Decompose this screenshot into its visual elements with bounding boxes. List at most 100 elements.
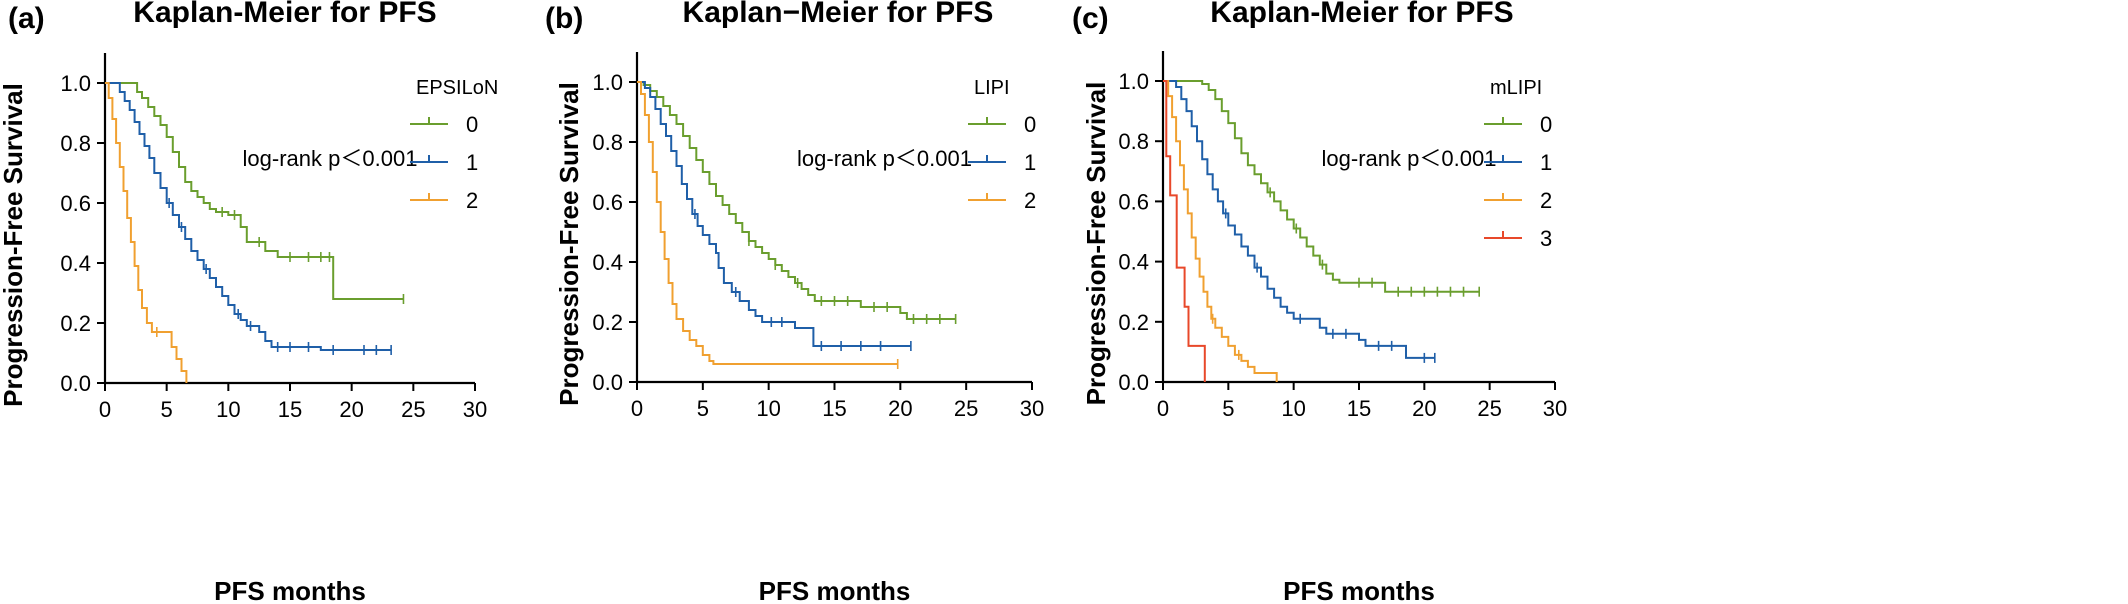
chart-title: Kaplan-Meier for PFS <box>1210 0 1513 29</box>
y-axis-title: Progression-Free Survival <box>554 82 584 406</box>
y-tick-label: 0.0 <box>60 371 91 396</box>
legend-title: LIPI <box>974 77 1010 99</box>
y-tick-label: 0.4 <box>1118 250 1149 275</box>
x-tick-label: 20 <box>888 396 912 421</box>
legend-entry-0: 0 <box>1484 112 1552 137</box>
survival-curve-1 <box>1163 80 1435 359</box>
series-0 <box>1163 80 1481 297</box>
x-tick-label: 0 <box>99 397 111 422</box>
survival-curve-2 <box>105 82 188 383</box>
x-tick-label: 5 <box>1222 396 1234 421</box>
legend-entry-1: 1 <box>1484 150 1552 175</box>
series-0 <box>105 82 405 304</box>
x-tick-label: 25 <box>401 397 425 422</box>
x-tick-label: 15 <box>822 396 846 421</box>
panel-label: (a) <box>8 2 45 35</box>
y-tick-label: 1.0 <box>592 70 623 95</box>
series-2 <box>1163 80 1278 382</box>
survival-curve-2 <box>1163 80 1278 382</box>
axes <box>635 52 1032 384</box>
y-tick-label: 0.6 <box>60 191 91 216</box>
y-axis-title: Progression-Free Survival <box>0 83 28 407</box>
panel-3: (c) Kaplan-Meier for PFS 0.0 0.2 0.4 0.6 0.8 1.… <box>1072 0 1567 604</box>
legend-entry-1: 1 <box>968 150 1036 175</box>
legend-label: 1 <box>466 150 478 175</box>
y-tick-label: 0.4 <box>60 251 91 276</box>
series-0 <box>637 81 957 324</box>
log-rank-annotation: log-rank p＜0.001 <box>797 146 972 171</box>
legend-label: 3 <box>1540 226 1552 251</box>
y-tick-label: 0.0 <box>592 370 623 395</box>
legend-label: 0 <box>1024 112 1036 137</box>
series-3 <box>1163 80 1206 382</box>
x-tick-label: 30 <box>1020 396 1044 421</box>
legend-label: 2 <box>1540 188 1552 213</box>
x-tick-label: 20 <box>339 397 363 422</box>
x-tick-label: 5 <box>697 396 709 421</box>
x-axis-title: PFS months <box>1283 576 1435 604</box>
chart-title: Kaplan-Meier for PFS <box>133 0 436 29</box>
legend-title: EPSILoN <box>416 77 498 99</box>
y-tick-label: 0.8 <box>592 130 623 155</box>
y-tick-label: 0.2 <box>60 311 91 336</box>
x-tick-label: 30 <box>463 397 487 422</box>
legend-entry-1: 1 <box>410 150 478 175</box>
x-tick-label: 0 <box>1157 396 1169 421</box>
axes <box>103 53 475 385</box>
legend-title: mLIPI <box>1490 77 1542 99</box>
legend-entry-3: 3 <box>1484 226 1552 251</box>
chart-title: Kaplan−Meier for PFS <box>683 0 994 29</box>
legend-entry-0: 0 <box>410 112 478 137</box>
x-tick-label: 15 <box>1347 396 1371 421</box>
survival-curve-0 <box>637 81 956 320</box>
legend-label: 0 <box>1540 112 1552 137</box>
series-2 <box>637 81 899 369</box>
y-tick-label: 0.6 <box>1118 189 1149 214</box>
x-tick-label: 30 <box>1543 396 1567 421</box>
x-tick-label: 25 <box>954 396 978 421</box>
x-tick-label: 25 <box>1477 396 1501 421</box>
legend-entry-2: 2 <box>968 188 1036 213</box>
y-tick-label: 0.6 <box>592 190 623 215</box>
survival-curve-1 <box>637 81 911 347</box>
legend-label: 2 <box>1024 188 1036 213</box>
y-tick-label: 0.8 <box>1118 129 1149 154</box>
x-tick-label: 10 <box>216 397 240 422</box>
panel-1: (a) Kaplan-Meier for PFS 0.0 0.2 0.4 0.6 0.8 1.… <box>0 0 498 604</box>
panel-label: (c) <box>1072 2 1109 35</box>
y-axis-title: Progression-Free Survival <box>1081 82 1111 406</box>
y-tick-label: 1.0 <box>1118 69 1149 94</box>
x-tick-label: 15 <box>278 397 302 422</box>
x-axis-title: PFS months <box>214 576 366 604</box>
panel-label: (b) <box>545 2 583 35</box>
y-tick-label: 0.0 <box>1118 370 1149 395</box>
y-tick-label: 0.2 <box>1118 310 1149 335</box>
panel-2: (b) Kaplan−Meier for PFS 0.0 0.2 0.4 0.6 0.8 1.… <box>545 0 1044 604</box>
series-1 <box>1163 80 1436 363</box>
legend-entry-0: 0 <box>968 112 1036 137</box>
log-rank-annotation: log-rank p＜0.001 <box>243 146 418 171</box>
y-tick-label: 0.2 <box>592 310 623 335</box>
survival-curve-0 <box>105 82 404 300</box>
legend-entry-2: 2 <box>410 188 478 213</box>
x-tick-label: 5 <box>161 397 173 422</box>
legend-label: 0 <box>466 112 478 137</box>
survival-curve-3 <box>1163 80 1206 382</box>
series-1 <box>637 81 912 351</box>
legend-label: 1 <box>1540 150 1552 175</box>
x-tick-label: 10 <box>1281 396 1305 421</box>
x-tick-label: 0 <box>631 396 643 421</box>
y-tick-label: 0.8 <box>60 131 91 156</box>
x-tick-label: 10 <box>756 396 780 421</box>
y-tick-label: 0.4 <box>592 250 623 275</box>
survival-curve-1 <box>105 82 392 351</box>
legend-label: 2 <box>466 188 478 213</box>
x-axis-title: PFS months <box>759 576 911 604</box>
x-tick-label: 20 <box>1412 396 1436 421</box>
legend-entry-2: 2 <box>1484 188 1552 213</box>
log-rank-annotation: log-rank p＜0.001 <box>1322 146 1497 171</box>
y-tick-label: 1.0 <box>60 71 91 96</box>
series-1 <box>105 82 392 355</box>
series-2 <box>105 82 188 383</box>
